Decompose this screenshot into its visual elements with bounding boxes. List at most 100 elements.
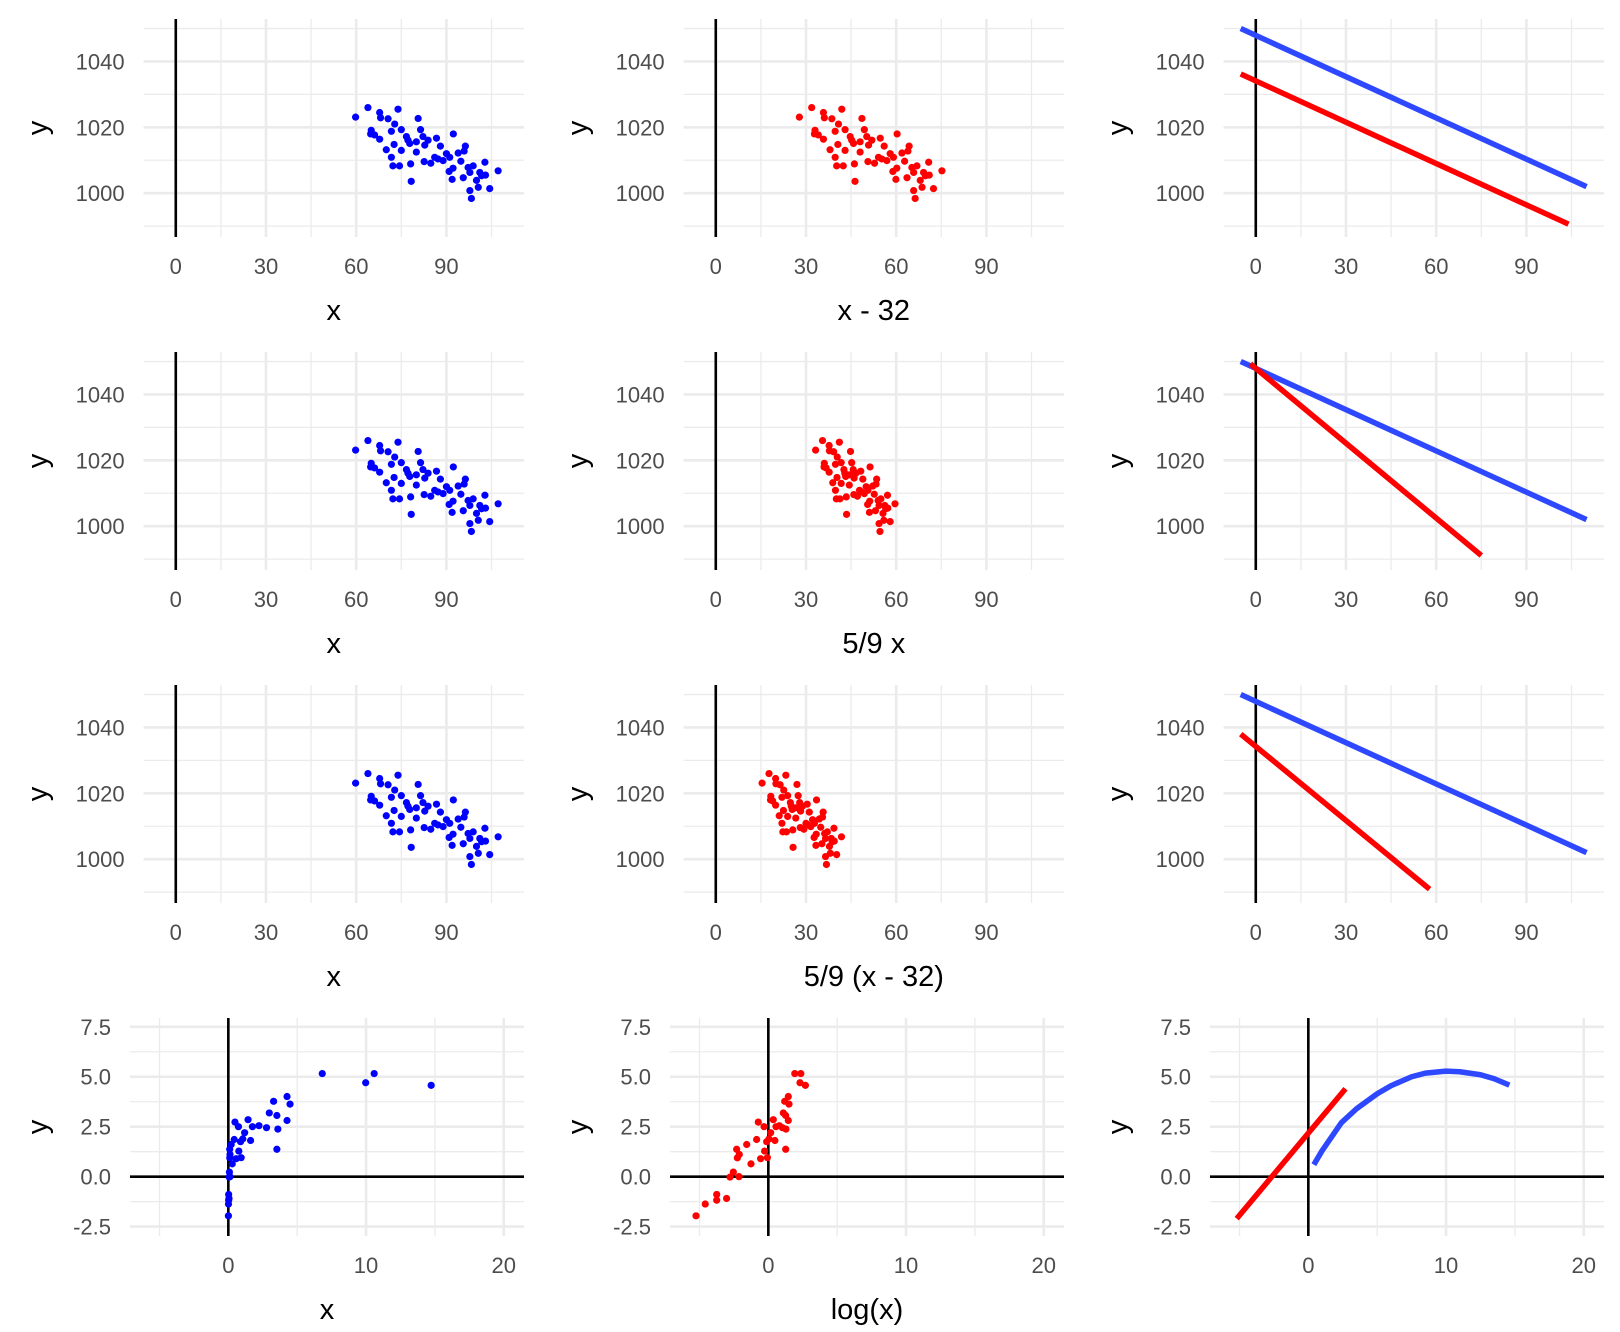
data-point [856, 138, 864, 146]
data-point [318, 1069, 326, 1078]
y-tick-label: 1040 [616, 382, 665, 407]
x-tick-label: 0 [222, 1253, 234, 1278]
x-tick-label: 60 [1424, 920, 1448, 945]
data-point [729, 1168, 737, 1176]
data-point [474, 516, 482, 524]
data-point [454, 149, 462, 157]
data-point [798, 802, 806, 810]
x-tick-label: 30 [254, 920, 278, 945]
series-line-1 [1234, 1086, 1348, 1221]
x-tick-label: 60 [1424, 254, 1448, 279]
data-point [420, 490, 428, 499]
data-point [821, 834, 830, 843]
data-point [692, 1212, 700, 1220]
data-point [390, 140, 398, 149]
data-point [826, 146, 834, 154]
data-point [434, 488, 442, 496]
data-point [784, 812, 792, 820]
data-point [782, 1125, 790, 1133]
data-point [449, 130, 457, 138]
data-point [782, 771, 790, 779]
data-point [818, 840, 826, 848]
data-point [226, 1173, 234, 1181]
data-point [384, 781, 392, 789]
data-point [367, 463, 375, 471]
data-point [784, 1116, 792, 1125]
data-point [848, 459, 856, 467]
data-point [772, 774, 780, 783]
data-point [761, 1147, 769, 1155]
data-point [460, 147, 468, 155]
data-point [795, 113, 803, 121]
data-point [352, 446, 360, 454]
y-axis-title: y [22, 786, 54, 801]
data-point [446, 153, 454, 161]
data-point [262, 1124, 271, 1132]
y-axis-title: y [1102, 786, 1134, 801]
data-point [921, 172, 929, 180]
data-point [864, 486, 872, 494]
x-tick-label: 90 [1514, 254, 1538, 279]
data-point [364, 769, 372, 778]
data-point [812, 446, 820, 454]
y-tick-label: 1020 [76, 115, 125, 140]
data-point [805, 808, 813, 816]
data-point [916, 176, 924, 184]
x-tick-label: 90 [974, 587, 998, 612]
data-point [771, 1136, 779, 1145]
y-tick-label: 5.0 [620, 1065, 651, 1090]
y-tick-label: 5.0 [80, 1065, 111, 1090]
data-point [779, 806, 788, 815]
data-point [760, 1123, 768, 1131]
data-point [412, 471, 420, 479]
data-point [419, 132, 427, 141]
y-tick-label: 1000 [1156, 847, 1205, 872]
data-point [845, 481, 853, 489]
data-point [910, 186, 918, 195]
data-point [382, 812, 390, 820]
y-axis-title: y [562, 1119, 594, 1134]
data-point [880, 142, 888, 150]
data-point [449, 164, 457, 172]
data-point [817, 823, 825, 831]
data-point [876, 527, 884, 536]
x-tick-label: 60 [344, 587, 368, 612]
data-point [235, 1147, 243, 1155]
data-point [427, 1081, 435, 1089]
data-point [863, 132, 871, 141]
x-tick-label: 30 [1334, 254, 1358, 279]
data-point [822, 860, 831, 869]
y-tick-label: 7.5 [1160, 1015, 1191, 1040]
panel-r1-c3: 0 30 60 90 1000 1020 1040 y [1102, 19, 1604, 279]
data-point [825, 468, 833, 476]
x-tick-label: 60 [884, 920, 908, 945]
data-point [828, 838, 836, 846]
data-point [370, 1069, 378, 1078]
data-point [474, 183, 482, 191]
y-tick-label: -2.5 [613, 1215, 651, 1240]
panel-r3-c3: 0 30 60 90 1000 1020 1040 y [1102, 685, 1604, 945]
data-point [457, 490, 465, 498]
data-point [713, 1190, 721, 1199]
data-point [753, 1135, 761, 1144]
data-point [395, 828, 404, 836]
x-tick-label: 30 [254, 254, 278, 279]
data-point [367, 796, 375, 804]
y-tick-label: 1020 [1156, 448, 1205, 473]
y-tick-label: -2.5 [1153, 1215, 1191, 1240]
data-point [387, 486, 395, 494]
data-point [833, 850, 841, 859]
x-tick-label: 20 [492, 1253, 516, 1278]
data-point [812, 830, 820, 838]
data-point [918, 183, 926, 191]
x-axis-title: x [327, 961, 342, 993]
x-tick-label: 10 [894, 1253, 918, 1278]
data-point [846, 447, 855, 456]
data-point [416, 792, 425, 800]
data-point [859, 475, 867, 483]
data-point [454, 482, 462, 490]
x-axis-title: x [327, 295, 342, 327]
y-tick-label: 1020 [76, 781, 125, 806]
data-point [404, 802, 412, 810]
data-point [784, 1092, 792, 1101]
